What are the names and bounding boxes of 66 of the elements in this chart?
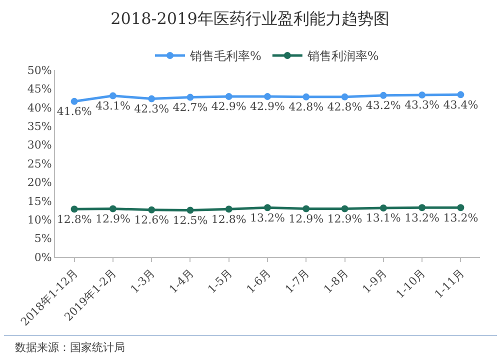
data-label: 13.2%: [250, 211, 285, 224]
y-tick-label: 10%: [27, 213, 52, 226]
point: [109, 205, 116, 212]
data-label: 12.8%: [56, 212, 92, 226]
point: [264, 93, 271, 100]
data-label: 42.9%: [211, 100, 246, 114]
data-label: 42.3%: [134, 102, 170, 116]
data-label: 13.2%: [404, 211, 440, 224]
source-note: 数据来源：国家统计局: [15, 341, 125, 354]
point: [225, 206, 232, 213]
point: [341, 205, 348, 212]
data-label: 43.3%: [404, 98, 440, 112]
x-tick-label: 1-4月: [166, 266, 196, 296]
data-label: 41.6%: [56, 105, 92, 118]
point: [148, 206, 156, 214]
point: [302, 205, 310, 212]
point: [380, 204, 387, 212]
point: [225, 93, 232, 100]
x-tick-label: 1-3月: [128, 266, 158, 296]
data-label: 42.7%: [172, 100, 208, 114]
point: [109, 92, 116, 100]
point: [457, 204, 464, 212]
point: [186, 206, 194, 214]
data-label: 42.9%: [250, 100, 285, 114]
point: [457, 91, 464, 98]
data-label: 42.8%: [327, 100, 362, 114]
y-tick-label: 45%: [27, 82, 52, 96]
point: [148, 95, 156, 102]
x-tick-label: 1-7月: [282, 266, 312, 296]
data-label: 12.9%: [95, 212, 130, 226]
point: [70, 206, 78, 213]
point: [380, 92, 387, 99]
data-label: 43.2%: [366, 99, 401, 112]
legend-label: 销售毛利率%: [189, 49, 262, 64]
y-tick-label: 35%: [27, 120, 52, 133]
data-label: 12.6%: [134, 214, 170, 227]
data-label: 43.1%: [95, 99, 130, 112]
y-tick-label: 0%: [34, 250, 52, 264]
data-label: 12.9%: [327, 212, 362, 226]
point: [264, 204, 271, 212]
data-label: 13.2%: [443, 211, 478, 224]
y-tick-label: 40%: [27, 101, 52, 114]
point: [418, 92, 426, 99]
y-tick-label: 5%: [34, 232, 52, 246]
y-tick-label: 20%: [27, 176, 52, 190]
data-label: 12.9%: [288, 212, 324, 226]
data-label: 12.8%: [211, 212, 246, 226]
y-tick-label: 30%: [27, 138, 52, 152]
y-tick-label: 25%: [27, 157, 52, 170]
x-tick-label: 1-5月: [205, 266, 235, 296]
point: [302, 93, 310, 100]
point: [418, 204, 426, 212]
data-label: 42.8%: [288, 100, 324, 114]
point: [341, 93, 348, 100]
y-tick-label: 15%: [27, 194, 52, 208]
x-tick-label: 1-6月: [244, 266, 274, 296]
point: [70, 98, 78, 105]
x-tick-label: 1-9月: [360, 266, 390, 296]
y-tick-label: 50%: [27, 64, 52, 77]
data-label: 43.4%: [443, 98, 478, 112]
point: [186, 94, 194, 101]
x-tick-label: 1-8月: [321, 266, 351, 296]
chart-title: 2018-2019年医药行业盈利能力趋势图: [110, 8, 390, 28]
data-label: 13.1%: [366, 212, 401, 225]
data-label: 12.5%: [172, 214, 208, 227]
legend-label: 销售利润率%: [306, 49, 379, 64]
